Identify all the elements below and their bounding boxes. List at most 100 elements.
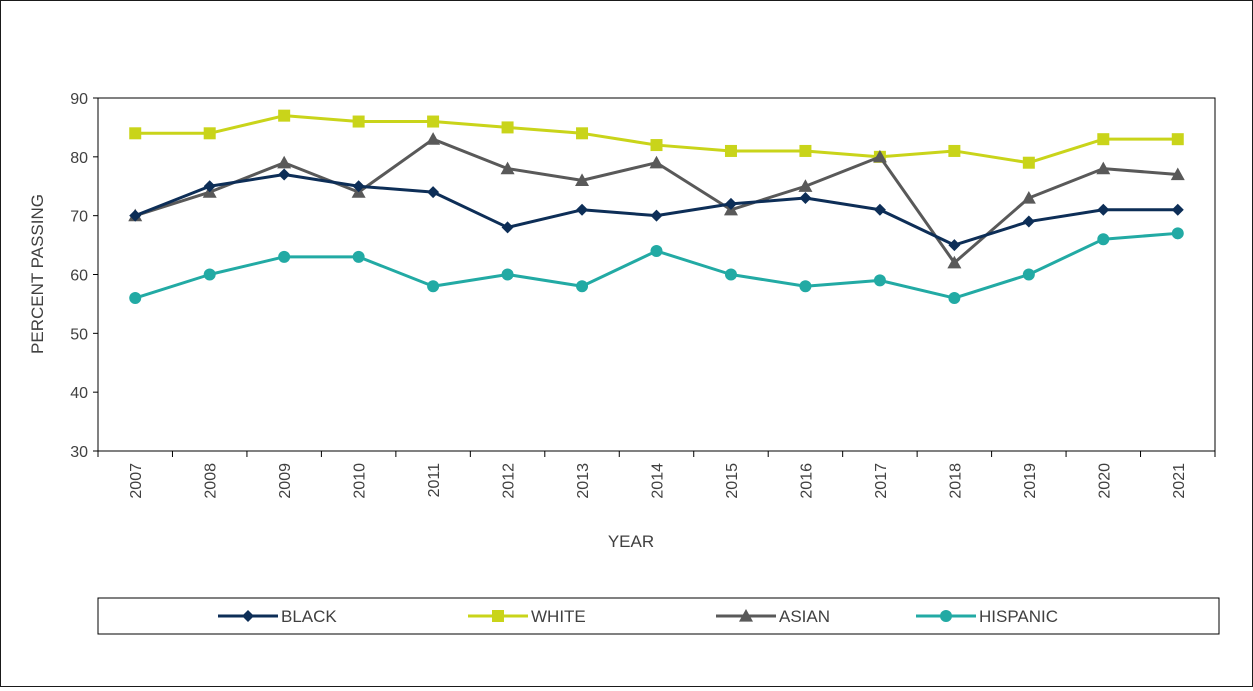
point-asian — [575, 173, 590, 186]
legend-marker-asian — [739, 609, 753, 622]
y-tick-label: 40 — [70, 385, 88, 402]
series-hispanic — [129, 227, 1184, 305]
point-hispanic — [650, 244, 663, 257]
x-tick-label: 2017 — [873, 463, 890, 499]
point-asian — [1021, 191, 1036, 204]
point-asian — [277, 155, 292, 169]
point-hispanic — [948, 292, 961, 305]
point-hispanic — [501, 268, 514, 281]
point-white — [203, 127, 216, 140]
point-white — [1171, 133, 1184, 146]
point-hispanic — [203, 268, 216, 281]
x-tick-label: 2019 — [1022, 463, 1039, 499]
x-tick-label: 2015 — [724, 463, 741, 499]
x-tick-label: 2021 — [1171, 463, 1188, 499]
point-hispanic — [278, 250, 291, 263]
point-black — [501, 221, 514, 234]
point-black — [129, 209, 142, 222]
x-tick-label: 2020 — [1096, 463, 1113, 499]
point-asian — [1170, 167, 1185, 181]
point-white — [501, 121, 514, 134]
point-hispanic — [1097, 233, 1110, 246]
y-tick-label: 90 — [70, 91, 88, 108]
y-tick-label: 80 — [70, 150, 88, 167]
point-white — [278, 109, 291, 122]
legend-marker-white — [492, 610, 504, 622]
point-black — [724, 197, 737, 210]
point-asian — [872, 149, 887, 163]
legend-marker-hispanic — [940, 610, 952, 622]
series-layer — [128, 109, 1185, 305]
x-tick-label: 2012 — [501, 463, 518, 499]
point-hispanic — [129, 292, 142, 305]
x-tick-label: 2016 — [798, 463, 815, 499]
point-black — [650, 209, 663, 222]
series-white — [129, 109, 1184, 169]
point-black — [873, 203, 886, 216]
x-tick-label: 2018 — [947, 463, 964, 499]
y-tick-label: 30 — [70, 444, 88, 461]
legend-marker-black — [242, 610, 254, 622]
point-hispanic — [576, 280, 589, 293]
point-black — [427, 186, 440, 199]
y-axis-label: PERCENT PASSING — [28, 194, 47, 354]
x-tick-label: 2013 — [575, 463, 592, 499]
point-hispanic — [799, 280, 812, 293]
point-asian — [947, 255, 962, 269]
y-tick-label: 70 — [70, 209, 88, 226]
point-hispanic — [427, 280, 440, 293]
point-hispanic — [352, 250, 365, 263]
y-tick-label: 60 — [70, 268, 88, 285]
point-black — [799, 192, 812, 205]
legend-label-asian: ASIAN — [779, 607, 830, 626]
point-black — [1097, 203, 1110, 216]
point-white — [352, 115, 365, 128]
legend-label-white: WHITE — [531, 607, 586, 626]
point-white — [650, 139, 663, 152]
x-axis-label: YEAR — [608, 532, 654, 551]
x-tick-label: 2007 — [128, 463, 145, 499]
point-white — [129, 127, 142, 140]
point-white — [427, 115, 440, 128]
series-black — [129, 168, 1184, 252]
legend-label-black: BLACK — [281, 607, 337, 626]
series-line-hispanic — [134, 231, 1178, 300]
y-axis: 30 40 50 60 70 80 90 — [70, 91, 98, 461]
legend-label-hispanic: HISPANIC — [979, 607, 1058, 626]
point-black — [203, 180, 216, 193]
point-hispanic — [1022, 268, 1035, 281]
point-white — [1022, 156, 1035, 169]
legend-item-black: BLACK — [218, 607, 337, 626]
legend: BLACK WHITE ASIAN HISPANIC — [97, 597, 1220, 635]
point-hispanic — [724, 268, 737, 281]
point-hispanic — [1171, 227, 1184, 240]
point-white — [799, 144, 812, 157]
point-white — [948, 144, 961, 157]
legend-item-white: WHITE — [468, 607, 586, 626]
point-black — [278, 168, 291, 181]
x-tick-label: 2010 — [352, 463, 369, 499]
point-asian — [426, 132, 441, 145]
point-black — [948, 239, 961, 252]
point-black — [1171, 203, 1184, 216]
point-asian — [1096, 161, 1111, 175]
x-axis: 2007 2008 2009 2010 2011 2012 2013 2014 2015 2016… — [97, 451, 1216, 499]
y-tick-label: 50 — [70, 326, 88, 343]
point-asian — [798, 179, 813, 192]
x-tick-label: 2008 — [203, 463, 220, 499]
point-black — [576, 203, 589, 216]
point-asian — [500, 161, 515, 175]
legend-box — [97, 597, 1220, 635]
point-black — [352, 180, 365, 193]
x-tick-label: 2009 — [277, 463, 294, 499]
point-white — [576, 127, 589, 140]
x-tick-label: 2011 — [426, 463, 443, 498]
legend-item-asian: ASIAN — [716, 607, 830, 626]
point-white — [1097, 133, 1110, 146]
point-white — [724, 144, 737, 157]
legend-item-hispanic: HISPANIC — [916, 607, 1058, 626]
point-asian — [649, 155, 664, 169]
point-hispanic — [873, 274, 886, 287]
